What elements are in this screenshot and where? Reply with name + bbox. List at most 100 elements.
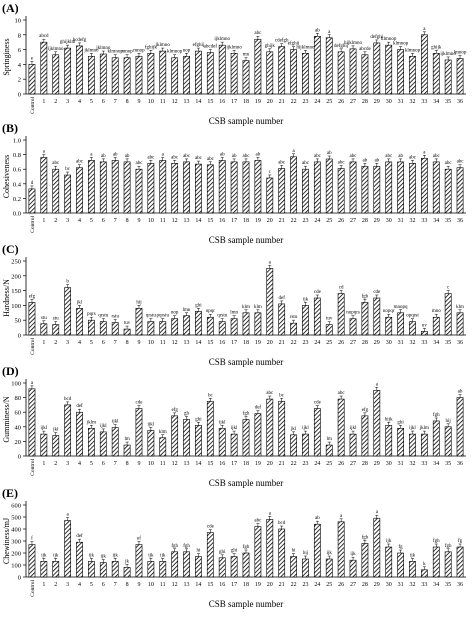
bar bbox=[135, 544, 143, 578]
x-tick-label: 13 bbox=[184, 582, 190, 588]
bar bbox=[135, 408, 143, 457]
significance-label: ijklmno bbox=[48, 47, 64, 52]
x-tick-label: 29 bbox=[374, 99, 380, 105]
bar bbox=[242, 312, 250, 336]
bar bbox=[171, 551, 179, 578]
bar bbox=[337, 293, 345, 336]
x-tick-label: 1 bbox=[42, 461, 45, 467]
x-tick-label: 26 bbox=[338, 340, 344, 346]
bar bbox=[266, 519, 274, 578]
x-tick-label: 32 bbox=[409, 582, 415, 588]
significance-label: lm bbox=[327, 437, 332, 442]
significance-label: stu bbox=[53, 317, 59, 322]
x-tick-label: 25 bbox=[326, 340, 332, 346]
bar bbox=[123, 161, 131, 214]
x-tick-label: 11 bbox=[160, 340, 166, 346]
x-tick-label: 34 bbox=[433, 461, 439, 467]
x-tick-label: 11 bbox=[160, 99, 166, 105]
bar bbox=[254, 160, 262, 214]
x-tick-label: 22 bbox=[291, 340, 297, 346]
x-tick-label: 36 bbox=[457, 461, 463, 467]
chart-panel-4: (D) 0 20 40 60 80 100 Gumminess/N a Control ijkl 1 j… bbox=[2, 364, 466, 488]
bar bbox=[206, 532, 214, 578]
significance-label: opqr bbox=[206, 309, 216, 314]
x-tick-label: 28 bbox=[362, 218, 368, 224]
bar bbox=[195, 163, 202, 214]
x-tick-label: 29 bbox=[374, 340, 380, 346]
x-tick-label: 19 bbox=[255, 218, 261, 224]
bar bbox=[266, 177, 274, 214]
significance-label: a bbox=[90, 152, 93, 157]
significance-label: rstu bbox=[290, 315, 298, 320]
significance-label: mno bbox=[432, 309, 441, 314]
significance-label: nopqrs bbox=[346, 311, 360, 316]
bar bbox=[218, 557, 226, 578]
y-tick-label: 200 bbox=[11, 273, 21, 280]
significance-label: abc bbox=[457, 160, 465, 165]
significance-label: klm bbox=[242, 305, 250, 310]
x-tick-label: 32 bbox=[409, 218, 415, 224]
significance-label: c bbox=[269, 170, 272, 175]
x-tick-label: 9 bbox=[137, 218, 140, 224]
significance-label: cde bbox=[314, 401, 322, 406]
y-tick-label: 100 bbox=[11, 303, 21, 310]
x-tick-label: 30 bbox=[386, 461, 392, 467]
bar bbox=[88, 561, 95, 578]
x-axis-label: CSB sample number bbox=[209, 357, 284, 367]
x-tick-label: 16 bbox=[219, 461, 225, 467]
significance-label: mnop bbox=[121, 50, 133, 55]
bar bbox=[183, 161, 190, 214]
bar bbox=[147, 52, 155, 95]
significance-label: abcdef bbox=[204, 45, 218, 50]
bar bbox=[385, 425, 393, 457]
x-tick-label: 1 bbox=[42, 218, 45, 224]
x-tick-label: 1 bbox=[42, 582, 45, 588]
bar bbox=[397, 427, 404, 457]
y-tick-label: 0.4 bbox=[13, 181, 22, 188]
significance-label: klmnop bbox=[405, 48, 421, 53]
significance-label: ghi bbox=[231, 549, 238, 554]
significance-label: c bbox=[447, 286, 450, 291]
bar bbox=[337, 398, 345, 457]
bar bbox=[361, 415, 369, 457]
y-tick-label: 10 bbox=[15, 18, 22, 25]
significance-label: hijk bbox=[385, 417, 393, 422]
x-tick-label: 31 bbox=[398, 99, 404, 105]
x-tick-label: 6 bbox=[102, 582, 105, 588]
y-tick-label: 600 bbox=[11, 503, 21, 510]
x-tick-label: 25 bbox=[326, 99, 332, 105]
significance-label: fgh bbox=[362, 535, 369, 540]
bar bbox=[361, 165, 369, 214]
bar bbox=[230, 433, 238, 457]
bar bbox=[373, 42, 381, 95]
significance-label: abc bbox=[278, 160, 286, 165]
bar bbox=[373, 517, 381, 578]
x-tick-label: 12 bbox=[172, 461, 178, 467]
x-tick-label: 6 bbox=[102, 99, 105, 105]
bar bbox=[40, 323, 48, 336]
x-tick-label: 18 bbox=[243, 218, 249, 224]
bar bbox=[147, 163, 155, 214]
x-tick-label: 4 bbox=[78, 99, 81, 105]
y-tick-label: 0.0 bbox=[13, 211, 21, 218]
x-tick-label: Control bbox=[30, 580, 36, 597]
x-tick-label: 27 bbox=[350, 340, 356, 346]
significance-label: abcd bbox=[39, 34, 49, 39]
significance-label: ijk bbox=[148, 553, 154, 558]
y-tick-label: 150 bbox=[11, 288, 21, 295]
bar bbox=[28, 544, 36, 578]
significance-label: ab bbox=[363, 158, 368, 163]
bar bbox=[159, 160, 167, 214]
bar bbox=[111, 427, 119, 457]
bar bbox=[76, 308, 83, 336]
y-tick-label: 20 bbox=[15, 439, 22, 446]
bar bbox=[230, 161, 238, 214]
y-tick-label: 50 bbox=[15, 318, 22, 325]
significance-label: klm bbox=[159, 430, 167, 435]
x-tick-label: 23 bbox=[302, 340, 308, 346]
x-tick-label: 31 bbox=[398, 218, 404, 224]
x-tick-label: 31 bbox=[398, 582, 404, 588]
significance-label: mnop bbox=[133, 48, 145, 53]
significance-label: ab bbox=[101, 154, 106, 159]
x-tick-label: 4 bbox=[78, 461, 81, 467]
